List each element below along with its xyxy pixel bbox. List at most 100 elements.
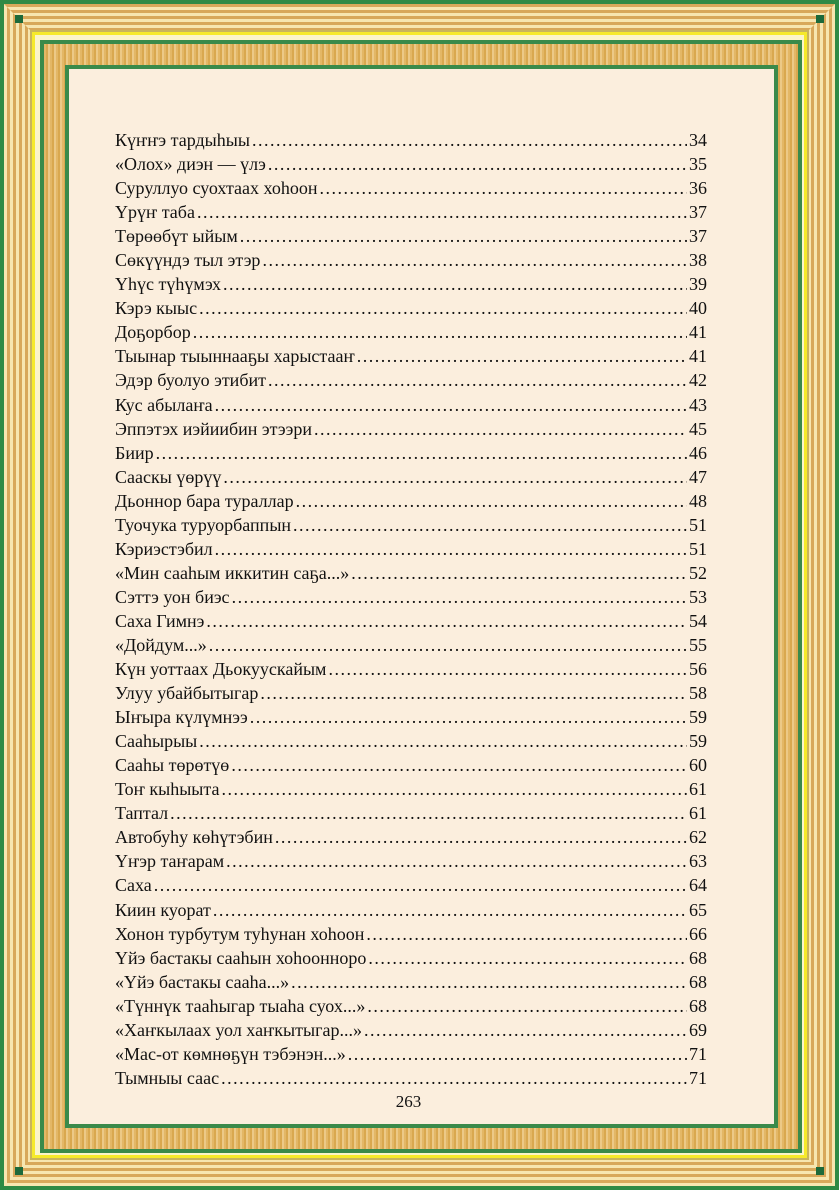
toc-entry: Кэрэ кыыс 40 bbox=[115, 296, 707, 320]
toc-entry-page: 48 bbox=[689, 490, 707, 511]
toc-entry: «Үйэ бастакы сааһа...» 68 bbox=[115, 970, 707, 994]
toc-entry-page: 64 bbox=[689, 875, 707, 896]
dot-leader bbox=[223, 272, 687, 296]
toc-entry-title: Үйэ бастакы сааһын хоһоонноро bbox=[115, 947, 367, 968]
toc-entry-title: «Түннүк тааһыгар тыаһа суох...» bbox=[115, 995, 366, 1016]
corner-square-icon bbox=[816, 1167, 824, 1175]
page-number: 263 bbox=[395, 1092, 422, 1111]
corner-square-icon bbox=[15, 15, 23, 23]
toc-entry-title: Төрөөбүт ыйым bbox=[115, 226, 238, 247]
toc-entry: Тымныы саас 71 bbox=[115, 1066, 707, 1090]
toc-entry-page: 40 bbox=[689, 298, 707, 319]
toc-entry-title: Туочука туруорбаппын bbox=[115, 514, 292, 535]
toc-entry-page: 59 bbox=[689, 731, 707, 752]
toc-entry: Эппэтэх иэйиибин этээри 45 bbox=[115, 417, 707, 441]
dot-leader bbox=[231, 753, 687, 777]
dot-leader bbox=[154, 873, 687, 897]
toc-entry-page: 61 bbox=[689, 779, 707, 800]
toc-entry: Хонон турбутум туһунан хоһоон 66 bbox=[115, 922, 707, 946]
toc-entry-title: Тоҥ кыһыыта bbox=[115, 779, 220, 800]
toc-entry-page: 39 bbox=[689, 274, 707, 295]
toc-entry-title: «Мас-от көмнөҕүн тэбэнэн...» bbox=[115, 1043, 346, 1064]
toc-entry-page: 56 bbox=[689, 659, 707, 680]
toc-entry: Кэриэстэбил 51 bbox=[115, 537, 707, 561]
toc-entry: Биир 46 bbox=[115, 441, 707, 465]
dot-leader bbox=[262, 248, 687, 272]
dot-leader bbox=[250, 705, 687, 729]
toc-entry-title: Саха Гимнэ bbox=[115, 610, 205, 631]
toc-entry: Саха Гимнэ 54 bbox=[115, 609, 707, 633]
toc-entry: «Мин сааһым иккитин саҕа...» 52 bbox=[115, 561, 707, 585]
toc-entry-page: 51 bbox=[689, 514, 707, 535]
dot-leader bbox=[215, 393, 687, 417]
toc-entry-page: 60 bbox=[689, 755, 707, 776]
toc-entry: Таптал 61 bbox=[115, 801, 707, 825]
toc-entry-page: 59 bbox=[689, 707, 707, 728]
toc-entry: Доҕорбор 41 bbox=[115, 320, 707, 344]
toc-entry-title: «Дойдум...» bbox=[115, 634, 207, 655]
toc-entry-title: Автобуһу көһүтэбин bbox=[115, 827, 273, 848]
toc-entry-page: 52 bbox=[689, 562, 707, 583]
toc-entry-title: Сааскы үөрүү bbox=[115, 466, 222, 487]
corner-square-icon bbox=[15, 1167, 23, 1175]
toc-entry-title: «Хаҥкылаах уол хаҥкытыгар...» bbox=[115, 1019, 362, 1040]
toc-entry-page: 37 bbox=[689, 202, 707, 223]
toc-entry-page: 51 bbox=[689, 538, 707, 559]
toc-entry-title: Ыҥыра күлүмнээ bbox=[115, 707, 248, 728]
dot-leader bbox=[293, 513, 687, 537]
toc-entry-title: «Үйэ бастакы сааһа...» bbox=[115, 971, 290, 992]
toc-entry-page: 68 bbox=[689, 947, 707, 968]
toc-entry-title: Кэрэ кыыс bbox=[115, 298, 198, 319]
toc-entry: «Дойдум...» 55 bbox=[115, 633, 707, 657]
toc-entry-page: 45 bbox=[689, 418, 707, 439]
dot-leader bbox=[215, 537, 687, 561]
toc-entry-page: 42 bbox=[689, 370, 707, 391]
dot-leader bbox=[252, 128, 687, 152]
toc-entry-page: 62 bbox=[689, 827, 707, 848]
toc-entry: Үҥэр таҥарам 63 bbox=[115, 849, 707, 873]
toc-entry-title: Күҥҥэ тардыһыы bbox=[115, 130, 250, 150]
dot-leader bbox=[209, 633, 687, 657]
toc-entry: Сааһы төрөтүө 60 bbox=[115, 753, 707, 777]
dot-leader bbox=[351, 561, 687, 585]
toc-entry: Үһүс түһүмэх 39 bbox=[115, 272, 707, 296]
toc-entry: Күҥҥэ тардыһыы 34 bbox=[115, 128, 707, 152]
toc-entry: Суруллуо суохтаах хоһоон 36 bbox=[115, 176, 707, 200]
toc-entry-page: 41 bbox=[689, 322, 707, 343]
dot-leader bbox=[170, 801, 687, 825]
dot-leader bbox=[240, 224, 687, 248]
toc-entry-title: «Мин сааһым иккитин саҕа...» bbox=[115, 562, 350, 583]
toc-entry-title: Сааһырыы bbox=[115, 731, 198, 752]
dot-leader bbox=[260, 681, 687, 705]
toc-entry-title: Эппэтэх иэйиибин этээри bbox=[115, 418, 313, 439]
dot-leader bbox=[226, 849, 687, 873]
toc-entry-page: 54 bbox=[689, 610, 707, 631]
toc-entry: Үрүҥ таба 37 bbox=[115, 200, 707, 224]
dot-leader bbox=[328, 657, 687, 681]
dot-leader bbox=[156, 441, 687, 465]
toc-entry: Үйэ бастакы сааһын хоһоонноро 68 bbox=[115, 946, 707, 970]
dot-leader bbox=[206, 609, 687, 633]
table-of-contents: Күҥҥэ тардыһыы34«Олох» диэн — үлэ35Сурул… bbox=[115, 128, 707, 1090]
toc-entry: Туочука туруорбаппын 51 bbox=[115, 513, 707, 537]
toc-entry: Күн уоттаах Дьокуускайым 56 bbox=[115, 657, 707, 681]
dot-leader bbox=[319, 176, 687, 200]
toc-entry: Сааскы үөрүү 47 bbox=[115, 465, 707, 489]
toc-entry: Сааһырыы 59 bbox=[115, 729, 707, 753]
toc-entry-page: 69 bbox=[689, 1019, 707, 1040]
toc-entry-title: «Олох» диэн — үлэ bbox=[115, 154, 266, 175]
toc-entry: Тоҥ кыһыыта 61 bbox=[115, 777, 707, 801]
toc-entry-title: Суруллуо суохтаах хоһоон bbox=[115, 178, 318, 199]
toc-entry-page: 35 bbox=[689, 154, 707, 175]
toc-entry-page: 37 bbox=[689, 226, 707, 247]
toc-entry-page: 43 bbox=[689, 394, 707, 415]
toc-entry-page: 34 bbox=[689, 130, 707, 150]
dot-leader bbox=[193, 320, 687, 344]
dot-leader bbox=[314, 417, 687, 441]
toc-entry-title: Үҥэр таҥарам bbox=[115, 851, 225, 872]
dot-leader bbox=[367, 994, 687, 1018]
toc-entry-title: Доҕорбор bbox=[115, 322, 191, 343]
toc-entry: Эдэр буолуо этибит 42 bbox=[115, 368, 707, 392]
toc-entry-page: 58 bbox=[689, 683, 707, 704]
toc-entry: «Хаҥкылаах уол хаҥкытыгар...» 69 bbox=[115, 1018, 707, 1042]
